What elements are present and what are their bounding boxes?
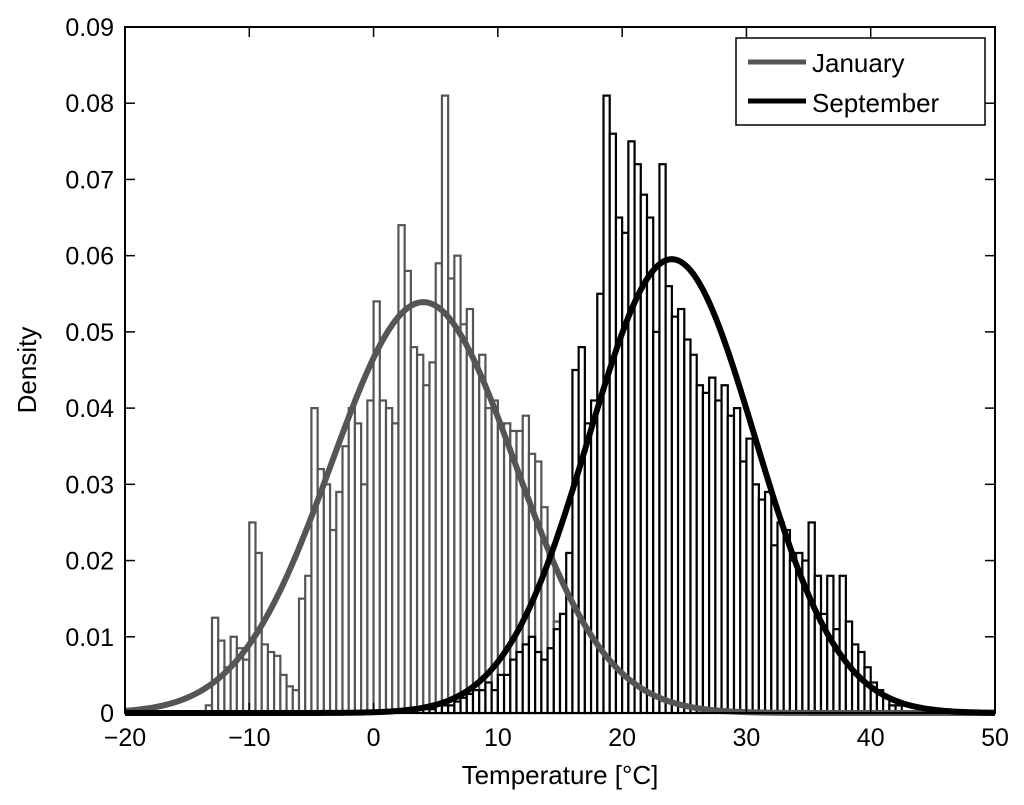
y-tick-label: 0 [100,700,114,728]
y-tick-label: 0.03 [65,471,114,499]
x-tick-label: 50 [981,724,1009,752]
x-tick-label: 30 [733,724,761,752]
x-tick-label: −10 [228,724,270,752]
y-tick-label: 0.08 [65,90,114,118]
legend-january-label: January [812,48,905,78]
y-axis-label: Density [12,327,42,414]
x-tick-label: 20 [608,724,636,752]
legend-september-label: September [812,88,940,118]
x-axis-ticks: −20 −10 0 10 20 30 40 50 [104,27,1009,752]
x-tick-label: 10 [484,724,512,752]
y-tick-label: 0.02 [65,548,114,576]
y-tick-label: 0.05 [65,319,114,347]
y-tick-label: 0.09 [65,14,114,42]
plot-area-frame [124,26,996,714]
y-tick-label: 0.06 [65,243,114,271]
x-tick-label: 40 [857,724,885,752]
legend: January September [735,37,986,126]
x-tick-label: −20 [104,724,146,752]
x-tick-label: 0 [367,724,381,752]
x-axis-label: Temperature [°C] [462,760,659,790]
y-axis-ticks: 0 0.01 0.02 0.03 0.04 0.05 0.06 0.07 0.08 0.09 [65,14,995,728]
y-tick-label: 0.04 [65,395,114,423]
y-tick-label: 0.07 [65,166,114,194]
legend-box [735,37,986,126]
y-tick-label: 0.01 [65,624,114,652]
